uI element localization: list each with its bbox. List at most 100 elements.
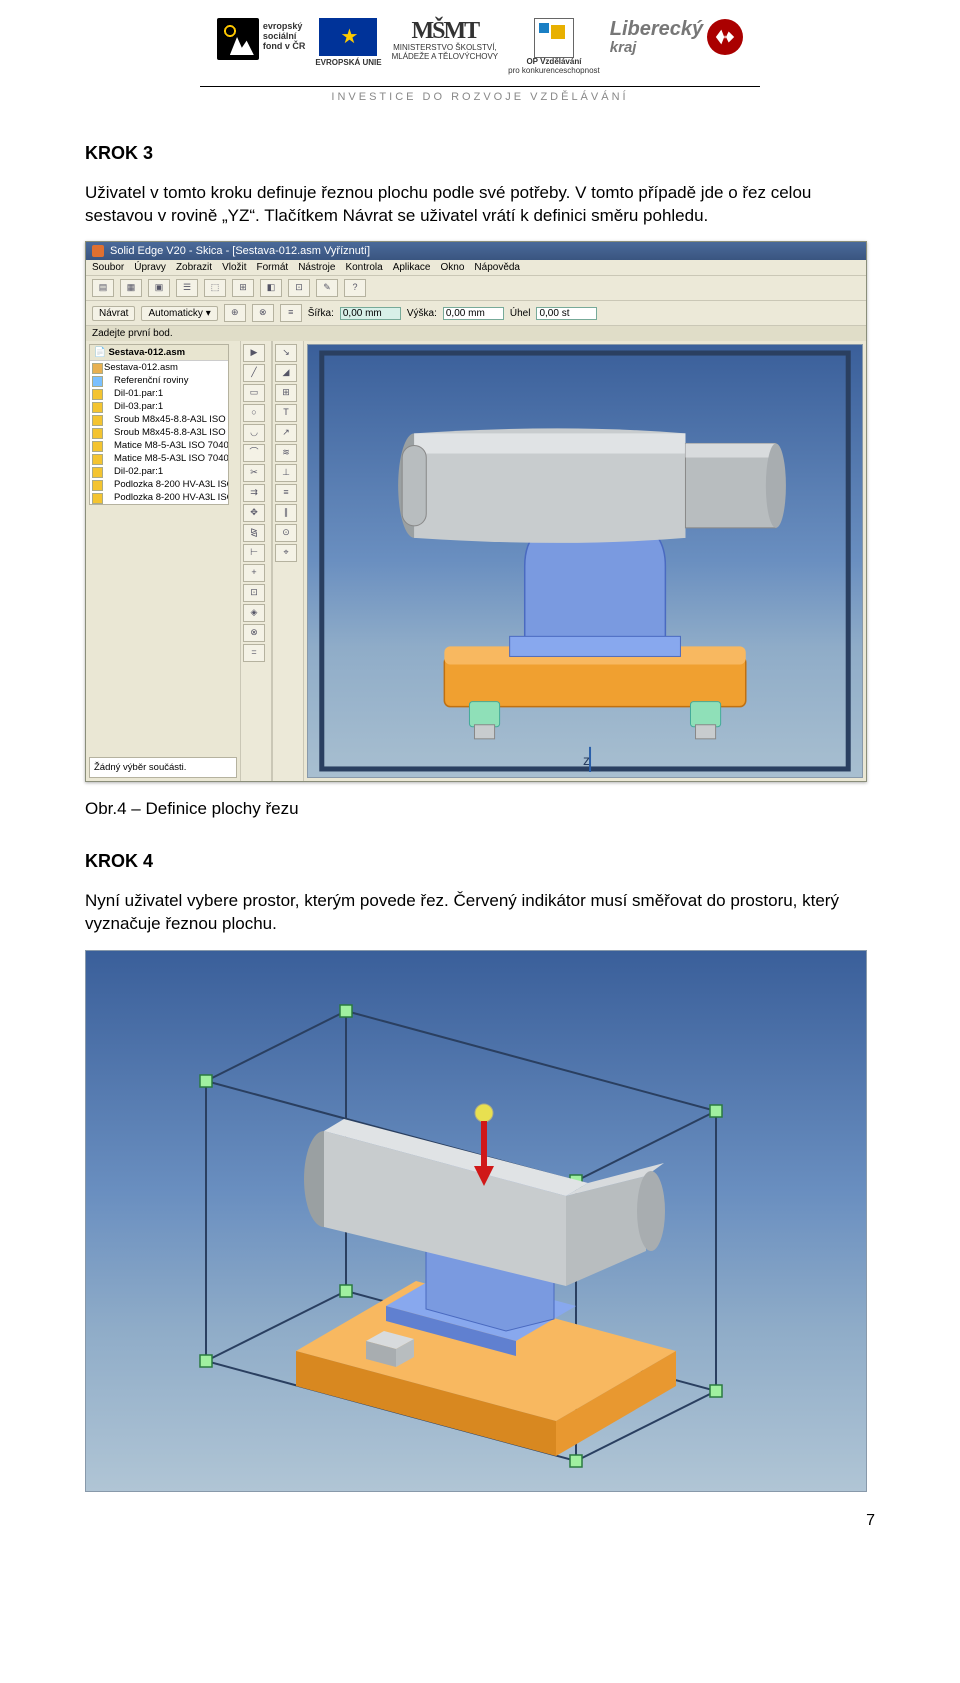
line-icon[interactable]: ╱	[243, 364, 265, 382]
tool-icon[interactable]: ◢	[275, 364, 297, 382]
fillet-icon[interactable]: ⌒	[243, 444, 265, 462]
mirror-icon[interactable]: ⧎	[243, 524, 265, 542]
tool-icon[interactable]: ?	[344, 279, 366, 297]
tree-tab[interactable]: 📄 Sestava-012.asm	[90, 345, 228, 361]
krok3-body: Uživatel v tomto kroku definuje řeznou p…	[85, 182, 875, 228]
tool-icon[interactable]: ◧	[260, 279, 282, 297]
krok3-heading: KROK 3	[85, 143, 875, 164]
cad-prompt: Zadejte první bod.	[86, 326, 866, 341]
menu-nastroje[interactable]: Nástroje	[298, 262, 335, 273]
tool-icon[interactable]: ⊡	[243, 584, 265, 602]
uhel-input[interactable]	[536, 307, 597, 320]
tree-item[interactable]: Sestava-012.asm	[90, 361, 228, 374]
tree-item[interactable]: Sroub M8x45-8.8-A3L ISO 4	[90, 426, 228, 439]
cad-menubar[interactable]: Soubor Úpravy Zobrazit Vložit Formát Nás…	[86, 260, 866, 276]
tool-icon[interactable]: ⌖	[275, 544, 297, 562]
rect-icon[interactable]: ▭	[243, 384, 265, 402]
tool-icon[interactable]: ☰	[176, 279, 198, 297]
navrat-button[interactable]: Návrat	[92, 306, 135, 321]
tree-tab-label: Sestava-012.asm	[108, 347, 185, 358]
fig4-caption: Obr.4 – Definice plochy řezu	[85, 798, 875, 821]
logo-msmt: MŠMT MINISTERSTVO ŠKOLSTVÍ, MLÁDEŽE A TĚ…	[392, 18, 499, 62]
cad-viewport-front[interactable]: z	[307, 344, 863, 778]
move-icon[interactable]: ✥	[243, 504, 265, 522]
esf-flag-icon	[217, 18, 259, 60]
snap-icon[interactable]: ⊕	[224, 304, 246, 322]
vertical-toolbar-2: ↘ ◢ ⊞ T ↗ ≋ ⊥ ≡ ∥ ⊙ ⌖	[272, 341, 304, 781]
logo-op: OP Vzdělávání pro konkurenceschopnost	[508, 18, 600, 76]
snap-icon[interactable]: ⊗	[252, 304, 274, 322]
trim-icon[interactable]: ✂	[243, 464, 265, 482]
menu-zobrazit[interactable]: Zobrazit	[176, 262, 212, 273]
menu-upravy[interactable]: Úpravy	[134, 262, 166, 273]
menu-kontrola[interactable]: Kontrola	[345, 262, 382, 273]
cad-viewport-iso[interactable]	[85, 950, 867, 1492]
tree-item[interactable]: Dil-01.par:1	[90, 387, 228, 400]
tree-item[interactable]: Matice M8-5-A3L ISO 7040	[90, 452, 228, 465]
auto-dropdown[interactable]: Automaticky ▾	[141, 306, 217, 321]
cad-toolbar-1: ▤ ▦ ▣ ☰ ⬚ ⊞ ◧ ⊡ ✎ ?	[86, 276, 866, 301]
circle-icon[interactable]: ○	[243, 404, 265, 422]
tree-item[interactable]: Podlozka 8-200 HV-A3L ISO	[90, 478, 228, 491]
vyska-input[interactable]	[443, 307, 504, 320]
tool-icon[interactable]: ↗	[275, 424, 297, 442]
tool-icon[interactable]: ⊗	[243, 624, 265, 642]
cad-screenshot-1: Solid Edge V20 - Skica - [Sestava-012.as…	[85, 241, 867, 782]
tool-icon[interactable]: ∥	[275, 504, 297, 522]
tool-icon[interactable]: ↘	[275, 344, 297, 362]
tool-icon[interactable]: ⊞	[275, 384, 297, 402]
eu-label: EVROPSKÁ UNIE	[315, 59, 381, 68]
op-icon	[534, 18, 574, 58]
snap-icon[interactable]: ≡	[280, 304, 302, 322]
menu-format[interactable]: Formát	[257, 262, 289, 273]
selection-status: Žádný výběr součásti.	[89, 757, 237, 778]
tool-icon[interactable]: ▦	[120, 279, 142, 297]
app-icon	[92, 245, 104, 257]
vyska-label: Výška:	[407, 308, 437, 319]
arc-icon[interactable]: ◡	[243, 424, 265, 442]
header-divider	[200, 86, 760, 87]
menu-soubor[interactable]: Soubor	[92, 262, 124, 273]
op-line2: pro konkurenceschopnost	[508, 67, 600, 76]
offset-icon[interactable]: ⇉	[243, 484, 265, 502]
tool-icon[interactable]: ⊞	[232, 279, 254, 297]
cad-titlebar: Solid Edge V20 - Skica - [Sestava-012.as…	[86, 242, 866, 260]
lk-line2: kraj	[610, 40, 703, 57]
vertical-toolbar-1: ▶ ╱ ▭ ○ ◡ ⌒ ✂ ⇉ ✥ ⧎ ⊢ + ⊡ ◈ ⊗ =	[240, 341, 272, 781]
tool-icon[interactable]: =	[243, 644, 265, 662]
logo-eu: ★ EVROPSKÁ UNIE	[315, 18, 381, 68]
sirka-input[interactable]	[340, 307, 401, 320]
plus-icon[interactable]: +	[243, 564, 265, 582]
menu-okno[interactable]: Okno	[441, 262, 465, 273]
tree-item[interactable]: Sroub M8x45-8.8-A3L ISO 4	[90, 413, 228, 426]
tool-icon[interactable]: ✎	[316, 279, 338, 297]
tree-item[interactable]: Matice M8-5-A3L ISO 7040	[90, 439, 228, 452]
feature-tree[interactable]: 📄 Sestava-012.asm Sestava-012.asm Refere…	[89, 344, 229, 505]
tool-icon[interactable]: ▤	[92, 279, 114, 297]
tree-item[interactable]: Referenční roviny	[90, 374, 228, 387]
dim-icon[interactable]: ⊢	[243, 544, 265, 562]
tool-icon[interactable]: ⊙	[275, 524, 297, 542]
tree-item[interactable]: Podlozka 8-200 HV-A3L ISO	[90, 491, 228, 504]
page-number: 7	[85, 1512, 875, 1530]
msmt-icon: MŠMT	[412, 18, 479, 44]
tool-icon[interactable]: ⊡	[288, 279, 310, 297]
menu-napoveda[interactable]: Nápověda	[474, 262, 520, 273]
menu-vlozit[interactable]: Vložit	[222, 262, 246, 273]
tree-item[interactable]: Dil-02.par:1	[90, 465, 228, 478]
krok4-body: Nyní uživatel vybere prostor, kterým pov…	[85, 890, 875, 936]
tool-icon[interactable]: ⊥	[275, 464, 297, 482]
tool-icon[interactable]: ◈	[243, 604, 265, 622]
tool-icon[interactable]: ▣	[148, 279, 170, 297]
msmt-line2: MLÁDEŽE A TĚLOVÝCHOVY	[392, 53, 499, 62]
tool-icon[interactable]: T	[275, 404, 297, 422]
menu-aplikace[interactable]: Aplikace	[393, 262, 431, 273]
tree-item[interactable]: Dil-03.par:1	[90, 400, 228, 413]
axis-label: z	[583, 752, 590, 768]
tool-icon[interactable]: ≡	[275, 484, 297, 502]
logo-lk: Liberecký kraj	[610, 18, 743, 57]
header-logos: evropský sociální fond v ČR ★ EVROPSKÁ U…	[0, 0, 960, 82]
select-icon[interactable]: ▶	[243, 344, 265, 362]
tool-icon[interactable]: ⬚	[204, 279, 226, 297]
tool-icon[interactable]: ≋	[275, 444, 297, 462]
